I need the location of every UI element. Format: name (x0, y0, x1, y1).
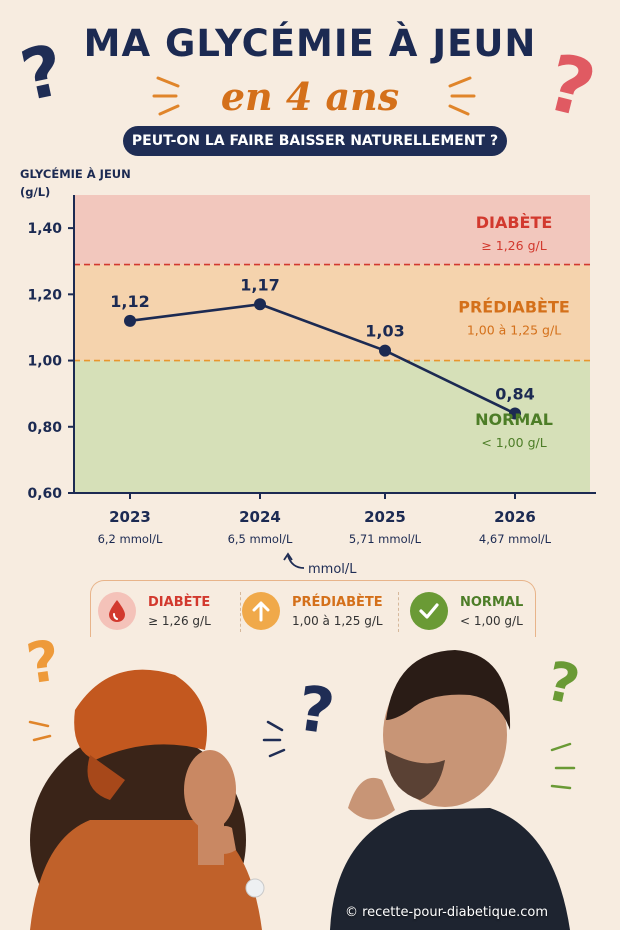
series-line (129, 302, 516, 415)
x-tick-label: 2026 (494, 508, 536, 526)
data-point (254, 298, 266, 311)
zone-band-2 (74, 360, 590, 493)
y-tick-label: 0,80 (27, 420, 62, 436)
page-title: MA GLYCÉMIE À JEUN (0, 22, 620, 65)
page-subtitle: en 4 ans (220, 74, 400, 119)
legend-prediabete-name: PRÉDIABÈTE (292, 595, 383, 610)
legend-prediabete-circle (242, 592, 280, 630)
legend-separator (240, 592, 241, 632)
title-part-1: MA (83, 22, 165, 65)
zone-band-1 (74, 264, 590, 361)
title-part-2: GLYCÉMIE À JEUN (164, 22, 537, 65)
mmol-note: mmol/L (308, 562, 357, 577)
illustration-couple-thinking: ? ? ? (23, 640, 585, 930)
legend-item-diabete: DIABÈTE ≥ 1,26 g/L (98, 592, 238, 636)
x-tick-label: 2023 (109, 508, 151, 526)
legend-prediabete-range: 1,00 à 1,25 g/L (292, 614, 383, 628)
zone-label-name: DIABÈTE (476, 213, 553, 232)
zone-band-0 (74, 195, 590, 265)
subtitle-rays-left (152, 76, 180, 116)
blood-drop-icon (109, 600, 125, 622)
question-mark-icon: ? (293, 671, 339, 748)
y-axis-unit: (g/L) (20, 185, 50, 199)
legend-diabete-circle (98, 592, 136, 630)
y-axis-label: GLYCÉMIE À JEUN (20, 166, 131, 181)
glycemia-line-chart: 0,60 0,80 1,00 1,20 1,40 2023 6,2 mmol/L 2024 6… (20, 166, 596, 546)
legend-normal-circle (410, 592, 448, 630)
legend-frame (90, 580, 536, 637)
data-point (379, 344, 391, 357)
question-mark-icon: ? (541, 649, 585, 717)
legend-item-normal: NORMAL < 1,00 g/L (410, 592, 530, 636)
checkmark-icon (419, 603, 439, 619)
curved-arrow-icon (283, 552, 305, 569)
zone-label-name: NORMAL (475, 410, 553, 429)
data-label: 1,03 (365, 322, 404, 341)
y-tick-label: 1,00 (27, 354, 62, 370)
legend-normal-name: NORMAL (460, 595, 524, 610)
legend-diabete-name: DIABÈTE (148, 595, 211, 610)
y-tick-label: 1,20 (27, 287, 62, 303)
x-tick-label: 2024 (239, 508, 281, 526)
question-banner: PEUT-ON LA FAIRE BAISSER NATURELLEMENT ? (123, 126, 507, 156)
zone-label-range: < 1,00 g/L (481, 435, 546, 450)
legend-separator (398, 592, 399, 632)
legend-normal-range: < 1,00 g/L (460, 614, 523, 628)
x-tick-sublabel: 6,5 mmol/L (228, 532, 293, 546)
data-point (509, 407, 521, 420)
copyright-credit: © recette-pour-diabetique.com (344, 905, 548, 920)
legend-diabete-range: ≥ 1,26 g/L (148, 614, 211, 628)
question-mark-icon: ? (23, 640, 64, 697)
x-tick-sublabel: 5,71 mmol/L (349, 532, 422, 546)
x-tick-sublabel: 6,2 mmol/L (98, 532, 163, 546)
data-label: 1,12 (110, 292, 149, 311)
data-label: 1,17 (240, 275, 279, 294)
data-point (124, 314, 136, 327)
y-tick-label: 1,40 (27, 221, 62, 237)
y-tick-label: 0,60 (27, 486, 62, 502)
x-tick-label: 2025 (364, 508, 406, 526)
x-tick-sublabel: 4,67 mmol/L (479, 532, 552, 546)
data-label: 0,84 (495, 385, 534, 404)
legend-item-prediabete: PRÉDIABÈTE 1,00 à 1,25 g/L (242, 592, 392, 636)
zone-label-range: ≥ 1,26 g/L (481, 238, 546, 253)
arrow-up-icon (252, 601, 270, 622)
zone-label-name: PRÉDIABÈTE (458, 298, 570, 317)
subtitle-rays-right (448, 76, 476, 116)
zone-label-range: 1,00 à 1,25 g/L (467, 323, 561, 338)
